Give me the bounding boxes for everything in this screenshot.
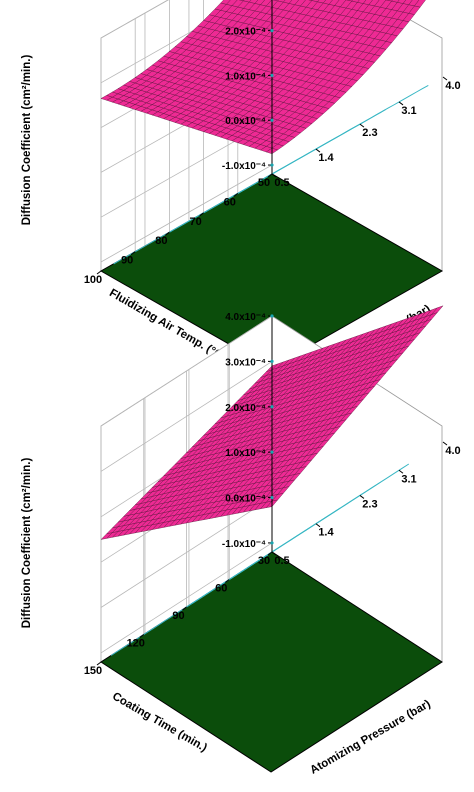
x-tick [271, 173, 277, 178]
z-tick-label: 2.0x10⁻⁴ [225, 403, 266, 414]
y-tick-label: 90 [121, 255, 133, 267]
x-tick [315, 148, 321, 153]
y-tick [130, 251, 136, 256]
y-tick-label: 120 [127, 638, 145, 650]
surface-cell [362, 0, 373, 5]
z-tick-label: 0.0x10⁻⁴ [225, 116, 266, 127]
surface-cell [414, 0, 426, 8]
x-tick-label: 0.5 [274, 177, 289, 189]
surface-cell [248, 0, 259, 4]
surface-cell [391, 0, 400, 3]
x-tick [315, 523, 321, 528]
z-tick-label: -1.0x10⁻⁴ [222, 539, 266, 550]
z-axis-label: Diffusion Coefficient (cm²/min.) [21, 55, 33, 226]
z-tick-label: 4.0x10⁻⁴ [225, 312, 266, 323]
y-tick-label: 60 [215, 583, 227, 595]
y-tick [199, 212, 204, 217]
z-tick-marker [270, 359, 274, 363]
z-tick-label: -1.0x10⁻⁴ [222, 161, 266, 172]
surface-cell [311, 0, 320, 2]
y-tick [224, 579, 230, 583]
x-tick-label: 2.3 [362, 498, 377, 510]
z-tick-marker [270, 29, 274, 33]
surface-cell [402, 0, 413, 5]
y-tick-label: 60 [224, 196, 236, 208]
x-tick [442, 76, 448, 81]
y-tick [182, 606, 187, 611]
z-tick-marker [270, 450, 274, 454]
z-tick-marker [270, 118, 274, 122]
surface-cell [308, 0, 313, 1]
y-tick-label: 100 [84, 274, 102, 286]
x-tick-label: 0.5 [274, 555, 289, 567]
y-tick [267, 551, 273, 556]
surface-cell [351, 0, 360, 3]
x-tick [398, 101, 404, 106]
surface-cell [243, 0, 252, 3]
chart-panel-b: B -1.0x10⁻⁴0.0x10⁻⁴1.0x10⁻⁴2.0x10⁻⁴3.0x1… [21, 305, 461, 777]
x-tick [442, 441, 448, 446]
axes: -1.0x10⁻⁴0.0x10⁻⁴1.0x10⁻⁴2.0x10⁻⁴3.0x10⁻… [84, 0, 461, 286]
y-tick-label: 50 [258, 177, 270, 189]
z-tick-label: 2.0x10⁻⁴ [225, 27, 266, 38]
floor-plane [100, 463, 443, 773]
z-tick-label: 1.0x10⁻⁴ [225, 448, 266, 459]
z-tick-marker [270, 405, 274, 409]
x-tick-label: 4.0 [445, 445, 460, 457]
y-tick [139, 634, 145, 638]
axes: -1.0x10⁻⁴ 0.0x10⁻⁴ 1.0x10⁻⁴ 2.0x10⁻⁴ 3.0x10⁻… [84, 312, 461, 677]
z-tick-label: 3.0x10⁻⁴ [225, 357, 266, 368]
x-tick-label: 1.4 [318, 527, 334, 539]
x-tick-label: 1.4 [318, 152, 334, 164]
y-tick [267, 173, 273, 178]
x-tick [398, 469, 404, 474]
z-tick-marker [270, 495, 274, 500]
contour-line [113, 121, 364, 265]
x-tick [271, 551, 277, 556]
y-tick-label: 80 [155, 235, 167, 247]
chart-panel-a: A -1.0x10⁻⁴0.0x10⁻⁴1.0x10⁻⁴2.0x10⁻⁴3.0x1… [21, 0, 461, 382]
x-tick [359, 123, 365, 128]
y-tick [233, 192, 239, 197]
surface-cell [272, 0, 279, 2]
contour-line [186, 481, 382, 608]
z-tick-marker [270, 541, 274, 545]
z-tick-label: 0.0x10⁻⁴ [225, 494, 266, 505]
x-tick-label: 2.3 [362, 127, 377, 139]
z-axis-label: Diffusion Coefficient (cm²/min.) [21, 458, 33, 629]
y-tick-label: 90 [172, 610, 184, 622]
y-tick [96, 661, 102, 666]
surface-cell [283, 0, 293, 4]
y-tick [96, 270, 102, 275]
z-tick-label: 1.0x10⁻⁴ [225, 71, 266, 82]
x-tick-label: 3.1 [401, 105, 416, 117]
surface-cell [385, 0, 393, 2]
y-tick-label: 150 [84, 665, 102, 677]
z-tick-marker [270, 163, 274, 167]
surface-cell [346, 0, 353, 2]
y-tick-label: 70 [189, 216, 201, 228]
z-tick-marker [270, 73, 274, 78]
x-tick-label: 3.1 [401, 473, 416, 485]
surface-cell [322, 0, 333, 5]
response-surface [100, 305, 444, 540]
z-tick-marker [270, 314, 274, 318]
y-tick [165, 231, 170, 236]
surface-cell [277, 0, 286, 3]
x-tick [359, 495, 365, 499]
y-tick-label: 30 [258, 555, 270, 567]
surface-cell [239, 0, 245, 1]
surface-cell [431, 305, 444, 315]
response-surface [100, 0, 426, 154]
x-tick-label: 4.0 [445, 80, 460, 92]
